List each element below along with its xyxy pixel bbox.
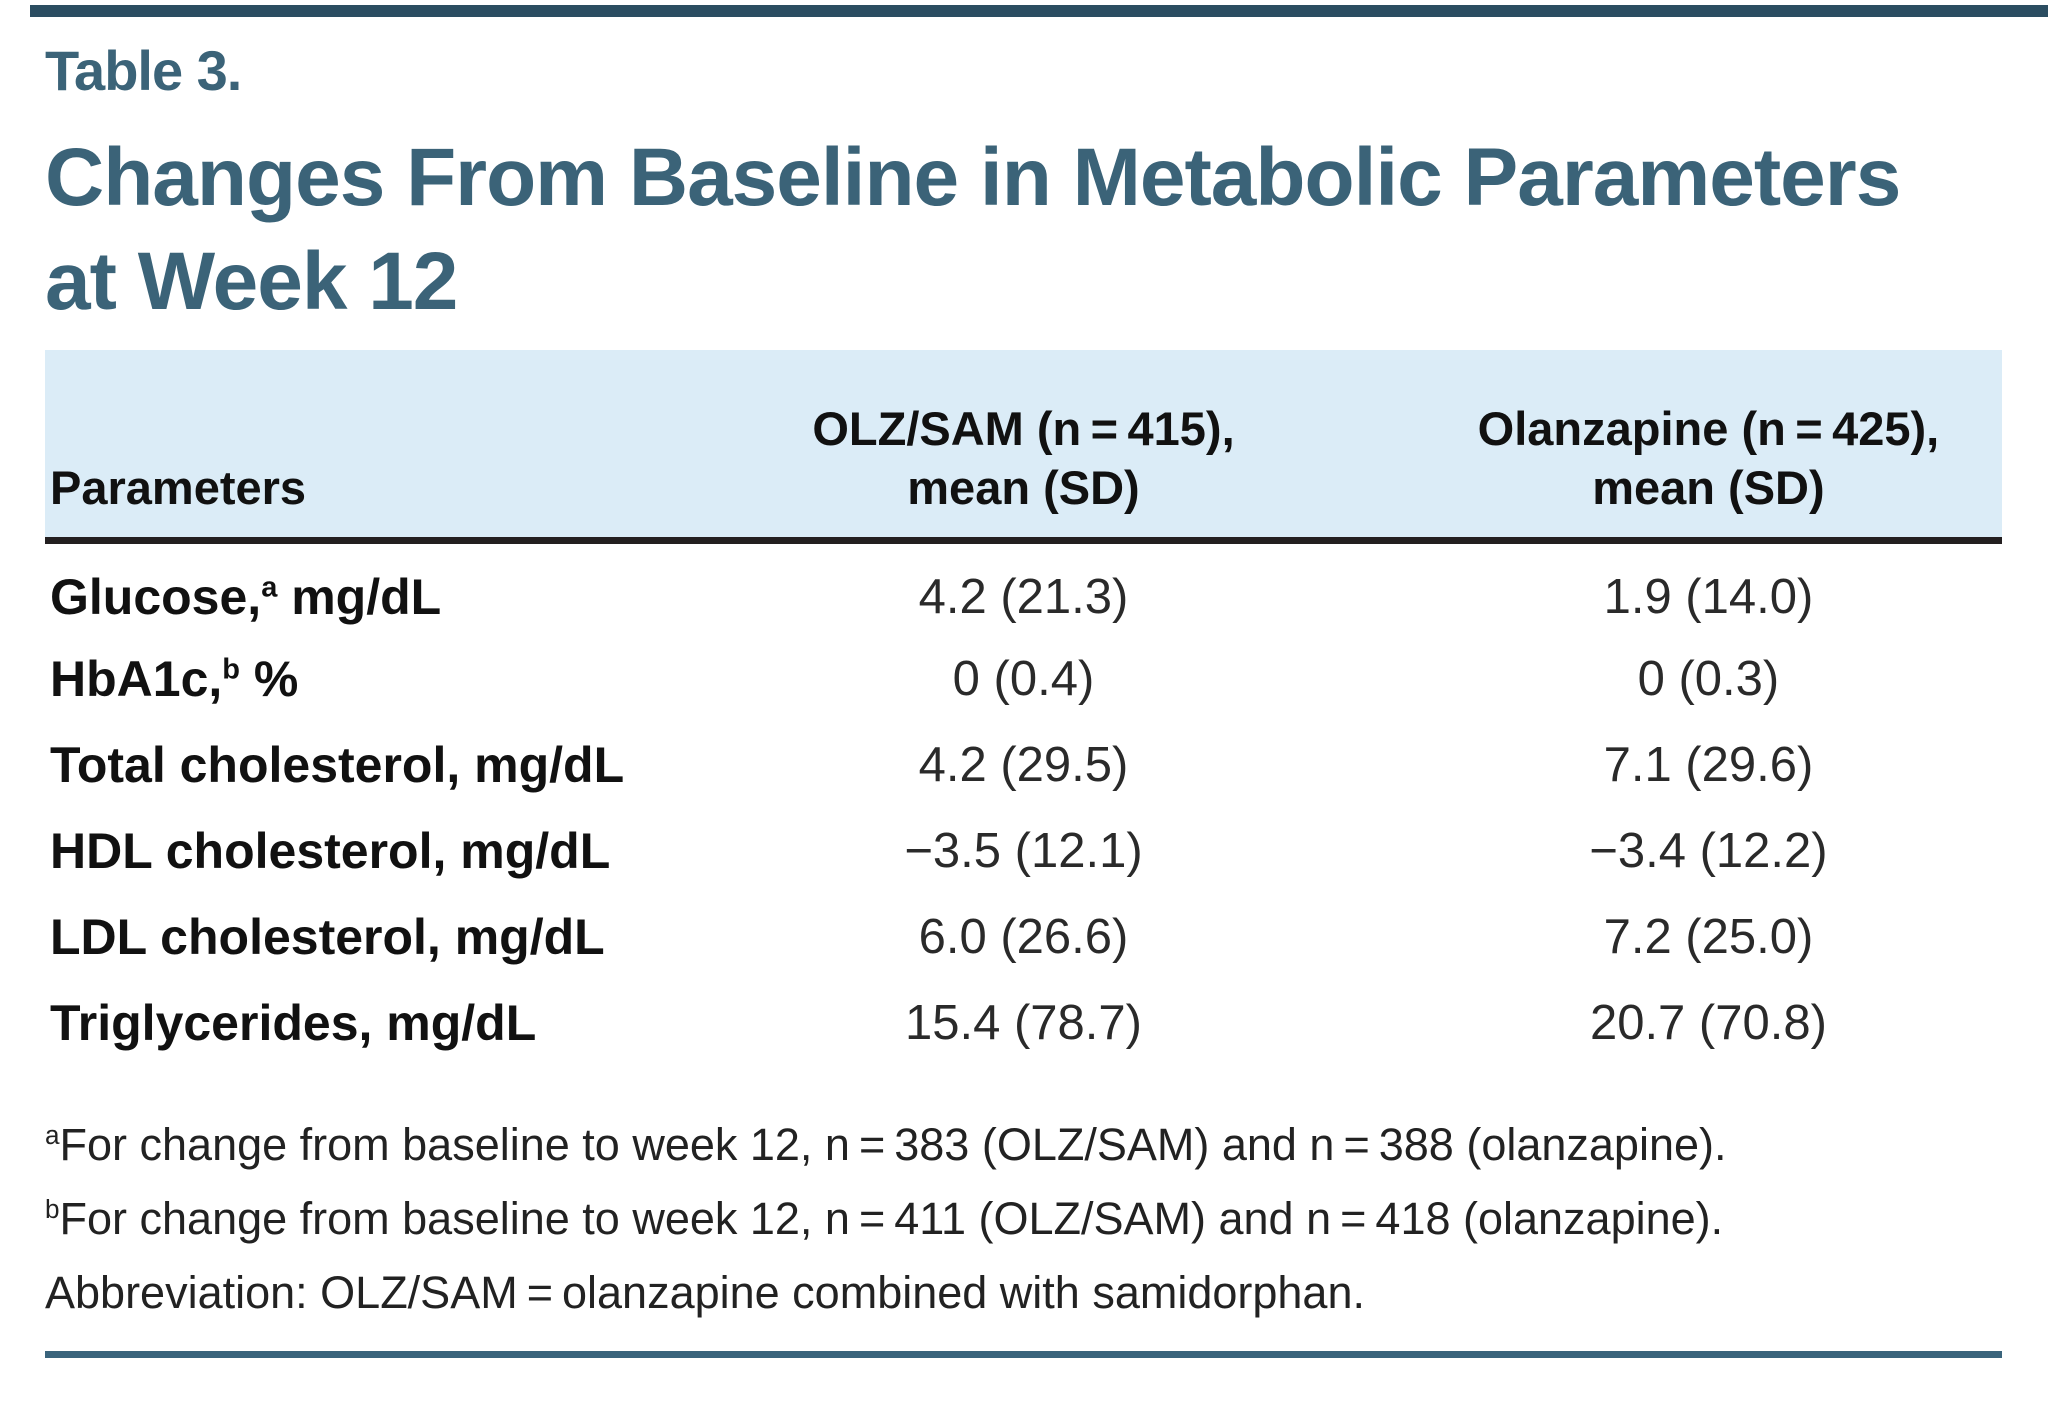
table-title-line1: Changes From Baseline in Metabolic Param… [45, 132, 1901, 223]
olzsam-value: 4.2 (21.3) [918, 569, 1129, 624]
table-row: Triglycerides, mg/dL 15.4 (78.7) 20.7 (70.… [45, 980, 2002, 1066]
parameter-label: HDL cholesterol, mg/dL [50, 823, 611, 879]
parameter-label: HbA1c,b % [50, 651, 299, 707]
olzsam-value: 6.0 (26.6) [918, 910, 1129, 964]
table-title: Changes From Baseline in Metabolic Param… [45, 126, 2025, 334]
olzsam-value: 15.4 (78.7) [904, 996, 1142, 1050]
table-title-line2: at Week 12 [45, 236, 458, 327]
table-row: HDL cholesterol, mg/dL −3.5 (12.1) −3.4 (1… [45, 808, 2002, 894]
parameter-label: Triglycerides, mg/dL [50, 995, 537, 1051]
column-header-parameters: Parameters [45, 350, 633, 544]
metabolic-parameters-table: Parameters OLZ/SAM (n = 415), mean (SD) O… [45, 350, 2002, 1066]
top-accent-bar [30, 5, 2048, 17]
olanzapine-value: −3.4 (12.2) [1589, 824, 1828, 878]
olzsam-value: −3.5 (12.1) [904, 824, 1143, 878]
column-header-olanzapine-line1: Olanzapine (n = 425), [1477, 401, 1940, 455]
olzsam-value: 4.2 (29.5) [918, 738, 1129, 792]
parameter-label: Glucose,a mg/dL [50, 568, 442, 625]
table-body: Glucose,a mg/dL 4.2 (21.3) 1.9 (14.0) HbA1c… [45, 540, 2002, 1066]
footnotes: aFor change from baseline to week 12, n … [45, 1108, 2025, 1330]
table-number: Table 3. [45, 39, 242, 102]
footnote-line: aFor change from baseline to week 12, n … [45, 1119, 1727, 1170]
parameter-label: Total cholesterol, mg/dL [50, 737, 625, 793]
column-header-parameters-label: Parameters [50, 460, 307, 514]
olanzapine-value: 20.7 (70.8) [1589, 996, 1827, 1050]
olanzapine-value: 7.1 (29.6) [1603, 738, 1814, 792]
column-header-olzsam-line1: OLZ/SAM (n = 415), [812, 401, 1235, 455]
table-row: Total cholesterol, mg/dL 4.2 (29.5) 7.1 (2… [45, 722, 2002, 808]
column-header-olanzapine-line2: mean (SD) [1592, 460, 1825, 514]
table-header-row: Parameters OLZ/SAM (n = 415), mean (SD) O… [45, 350, 2002, 544]
table-row: HbA1c,b % 0 (0.4) 0 (0.3) [45, 636, 2002, 722]
olzsam-value: 0 (0.4) [952, 652, 1095, 706]
footnote-marker: a [45, 1120, 60, 1150]
footnote-marker: b [222, 653, 240, 686]
column-header-olzsam: OLZ/SAM (n = 415), mean (SD) [632, 350, 1415, 544]
olanzapine-value: 7.2 (25.0) [1603, 910, 1814, 964]
table-row: Glucose,a mg/dL 4.2 (21.3) 1.9 (14.0) [45, 540, 2002, 636]
bottom-rule [45, 1351, 2002, 1358]
footnote-line: bFor change from baseline to week 12, n … [45, 1193, 1724, 1244]
column-header-olanzapine: Olanzapine (n = 425), mean (SD) [1414, 350, 2002, 544]
column-header-olzsam-line2: mean (SD) [907, 460, 1140, 514]
footnote-line: Abbreviation: OLZ/SAM = olanzapine combi… [45, 1267, 1365, 1318]
parameter-label: LDL cholesterol, mg/dL [50, 909, 605, 965]
footnote-marker: b [45, 1194, 60, 1224]
olanzapine-value: 1.9 (14.0) [1603, 569, 1814, 624]
olanzapine-value: 0 (0.3) [1637, 652, 1780, 706]
table-row: LDL cholesterol, mg/dL 6.0 (26.6) 7.2 (25.… [45, 894, 2002, 980]
metabolic-parameters-table-wrap: Parameters OLZ/SAM (n = 415), mean (SD) O… [45, 350, 2002, 1066]
footnote-marker: a [261, 571, 278, 604]
